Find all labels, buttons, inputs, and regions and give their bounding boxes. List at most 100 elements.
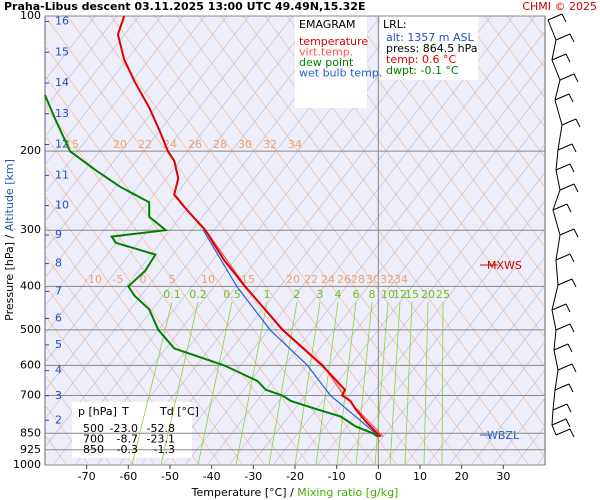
skew-line xyxy=(45,16,206,222)
table-cell: -8.7 xyxy=(117,433,138,446)
altitude-tick-label: 8 xyxy=(55,257,62,270)
dry-adiabat xyxy=(396,16,545,218)
altitude-tick-label: 15 xyxy=(55,45,69,58)
barb xyxy=(559,73,575,81)
skew-line xyxy=(382,256,545,465)
y-tick-label: 300 xyxy=(20,223,41,236)
mixing-ratio-line xyxy=(374,301,389,465)
y-tick-label: 600 xyxy=(20,358,41,371)
mixing-ratio-line xyxy=(441,301,444,465)
barb-flag xyxy=(569,428,575,438)
skew-line xyxy=(360,228,545,465)
dry-adiabat xyxy=(462,16,545,129)
barb-flag xyxy=(568,93,574,103)
barb xyxy=(559,228,575,236)
theta-label: 28 xyxy=(213,138,227,151)
barb-flag xyxy=(569,163,575,173)
x-tick-label: -50 xyxy=(161,470,179,483)
skew-line xyxy=(45,16,118,109)
dry-adiabat xyxy=(374,16,545,248)
barb xyxy=(561,118,577,126)
lrl-press: press: 864.5 hPa xyxy=(386,42,478,55)
theta-label: -5 xyxy=(113,273,124,286)
barb xyxy=(547,13,563,21)
skew-line xyxy=(45,16,228,250)
skew-line xyxy=(45,16,184,194)
dry-adiabat xyxy=(330,16,545,308)
barb-flag xyxy=(571,278,577,288)
mixing-ratio-label: 20 xyxy=(421,288,435,301)
y-tick-label: 700 xyxy=(20,388,41,401)
mixing-ratio-label: 0.1 xyxy=(163,288,181,301)
mixing-ratio-label: 15 xyxy=(405,288,419,301)
skew-line xyxy=(45,16,250,279)
skew-line xyxy=(45,16,338,392)
dry-adiabat xyxy=(45,344,134,465)
barb xyxy=(551,53,567,61)
y-tick-label: 400 xyxy=(20,279,41,292)
dry-adiabat xyxy=(110,16,442,465)
skew-line xyxy=(45,16,272,307)
mixing-ratio-line xyxy=(131,301,173,465)
dry-adiabat xyxy=(45,75,332,465)
table-cell: 500 xyxy=(83,422,104,435)
barb xyxy=(551,303,567,311)
barb-flag xyxy=(568,383,574,393)
skew-line xyxy=(45,16,162,166)
barb xyxy=(555,428,571,436)
mixing-ratio-line xyxy=(268,301,298,465)
theta-label: 32 xyxy=(380,273,394,286)
dry-adiabat xyxy=(45,314,156,465)
y-label: Pressure [hPa] / xyxy=(3,234,16,320)
theta-label: 34 xyxy=(394,273,408,286)
altitude-tick-label: 7 xyxy=(55,284,62,297)
barb-flag xyxy=(569,33,575,43)
dry-adiabat xyxy=(45,135,288,465)
mixing-ratio-line xyxy=(294,301,321,465)
altitude-tick-label: 10 xyxy=(55,199,69,212)
table-header: p [hPa] xyxy=(78,405,117,418)
dry-adiabat xyxy=(45,254,200,465)
skew-line xyxy=(272,115,545,465)
x-axis-title: Temperature [°C] / Mixing ratio [g/kg] xyxy=(191,486,399,499)
theta-label: 5 xyxy=(169,273,176,286)
legend-box xyxy=(295,16,367,108)
wind-line xyxy=(547,19,563,436)
theta-label: 15 xyxy=(241,273,255,286)
x-tick-label: -40 xyxy=(203,470,221,483)
mixing-ratio-label: 10 xyxy=(381,288,395,301)
y-tick-label: 1000 xyxy=(13,458,41,471)
theta-label: 34 xyxy=(288,138,302,151)
table-cell: -52.8 xyxy=(147,422,175,435)
skew-line xyxy=(228,59,545,465)
barb-flag xyxy=(566,203,572,213)
skew-line xyxy=(338,200,545,465)
theta-label: 10 xyxy=(201,273,215,286)
dry-adiabat xyxy=(45,45,354,465)
lrl-temp: temp: 0.6 °C xyxy=(386,53,456,66)
theta-label: 22 xyxy=(304,273,318,286)
profile-line xyxy=(202,229,380,438)
altitude-tick-label: 2 xyxy=(55,413,62,426)
barb-flag xyxy=(565,418,571,428)
table-header: Td [°C] xyxy=(159,405,199,418)
dry-adiabat xyxy=(66,16,398,465)
x-tick-label: 10 xyxy=(413,470,427,483)
table-cell: -1.3 xyxy=(154,443,175,456)
barb xyxy=(554,93,570,101)
altitude-tick-label: 11 xyxy=(55,168,69,181)
mixing-ratio-line xyxy=(423,301,429,465)
barb xyxy=(552,203,568,211)
skew-line xyxy=(118,16,470,465)
mixing-ratio-label: 3 xyxy=(317,288,324,301)
barb xyxy=(554,383,570,391)
mixing-ratio-label: 4 xyxy=(335,288,342,301)
mixing-ratio-label: 12 xyxy=(393,288,407,301)
y-axis-title: Pressure [hPa] / Altitude [km] xyxy=(3,159,16,321)
legend-entry: temperature xyxy=(299,35,368,48)
y-tick-label: 500 xyxy=(20,323,41,336)
barb xyxy=(557,278,573,286)
dry-adiabat xyxy=(418,16,545,188)
skew-line xyxy=(470,369,545,465)
